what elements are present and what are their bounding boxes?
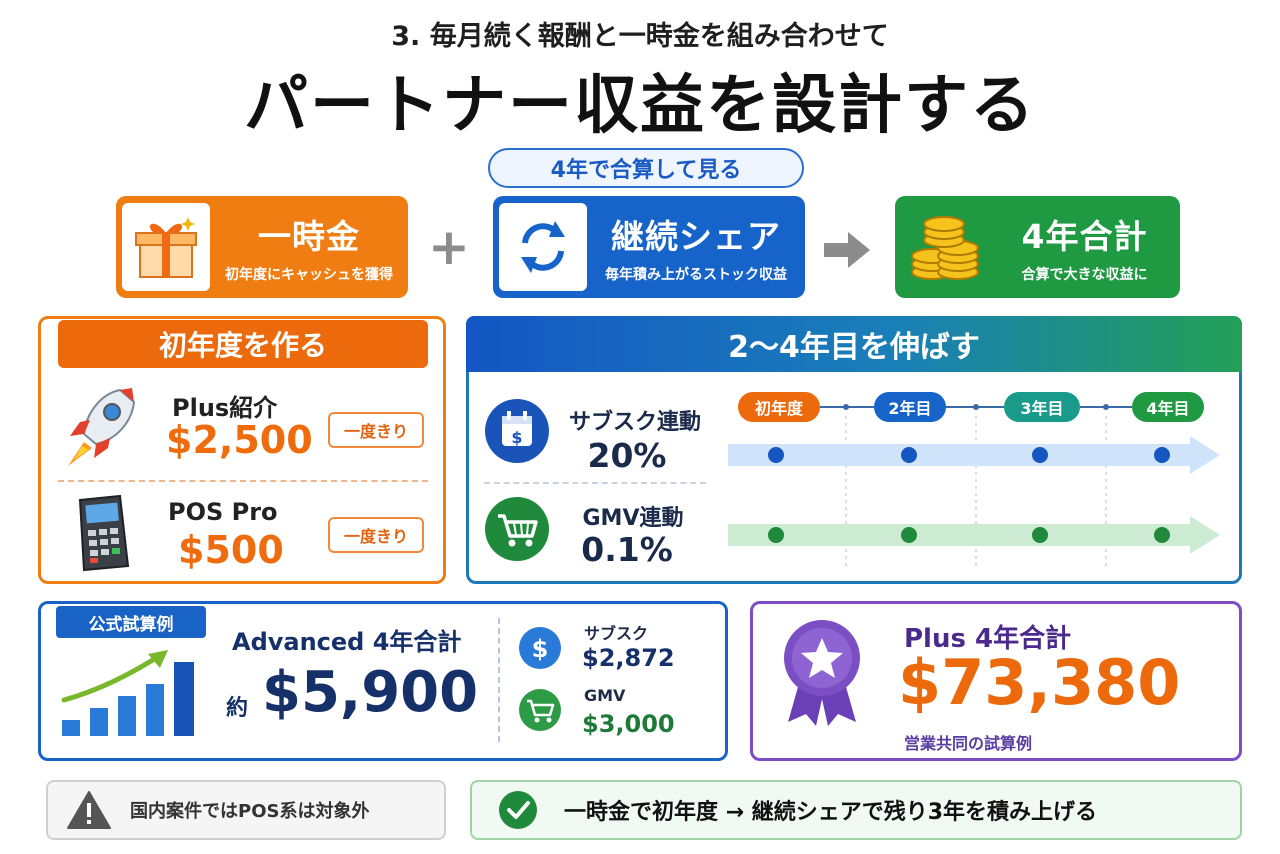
year-badge-1: 初年度: [738, 392, 820, 422]
check-icon: [498, 790, 538, 830]
divider: [498, 618, 500, 742]
one-time-badge: 一度きり: [328, 517, 424, 553]
growth-chart-icon: [60, 646, 200, 746]
cart-icon: [518, 688, 562, 736]
svg-text:$: $: [511, 428, 522, 447]
gmv-linked-label: GMV連動: [582, 506, 684, 531]
growth-timeline: [720, 386, 1230, 580]
gmv-breakdown-value: $3,000: [582, 710, 675, 738]
year-badge-4: 4年目: [1132, 392, 1204, 422]
gmv-breakdown-label: GMV: [584, 686, 626, 705]
pos-terminal-icon: [62, 492, 142, 576]
svg-text:$: $: [532, 635, 549, 663]
calendar-dollar-icon: $: [484, 398, 550, 468]
one-time-box: 一時金 初年度にキャッシュを獲得: [116, 196, 408, 298]
year-badge-3: 3年目: [1004, 392, 1080, 422]
pos-pro-name: POS Pro: [168, 498, 278, 526]
warning-text: 国内案件ではPOS系は対象外: [130, 801, 370, 822]
one-time-title: 一時金: [258, 217, 360, 256]
plus-referral-name: Plus紹介: [172, 394, 278, 422]
refresh-icon: [499, 203, 587, 291]
dollar-icon: $: [518, 626, 562, 674]
subscription-linked-label: サブスク連動: [568, 410, 701, 435]
advanced-total-title: Advanced 4年合計: [232, 628, 462, 656]
coins-icon: [901, 203, 989, 291]
plus-total-note: 営業共同の試算例: [904, 734, 1033, 753]
total-box: 4年合計 合算で大きな収益に: [895, 196, 1180, 298]
subscription-linked-rate: 20%: [587, 436, 667, 475]
advanced-total-value: $5,900: [262, 660, 479, 725]
rocket-icon: [62, 384, 138, 474]
gift-icon: [122, 203, 210, 291]
one-time-sub: 初年度にキャッシュを獲得: [225, 267, 393, 283]
recurring-title: 継続シェア: [611, 217, 781, 256]
recurring-box: 継続シェア 毎年積み上がるストック収益: [493, 196, 805, 298]
subscription-breakdown-label: サブスク: [584, 624, 649, 643]
plus-operator: +: [428, 218, 470, 276]
subscription-breakdown-value: $2,872: [582, 644, 675, 672]
approx-label: 約: [226, 696, 249, 721]
summary-text: 一時金で初年度 → 継続シェアで残り3年を積み上げる: [564, 800, 1098, 825]
cart-icon: [484, 496, 550, 566]
one-time-badge: 一度きり: [328, 412, 424, 448]
award-star-icon: [780, 618, 864, 732]
year-badge-2: 2年目: [874, 392, 946, 422]
gmv-linked-rate: 0.1%: [581, 530, 673, 569]
subtitle: 3. 毎月続く報酬と一時金を組み合わせて: [391, 21, 889, 52]
first-year-heading: 初年度を作る: [58, 320, 428, 368]
plus-total-value: $73,380: [898, 646, 1181, 719]
divider: [58, 480, 428, 482]
warning-icon: [66, 790, 112, 830]
official-example-tag: 公式試算例: [56, 606, 206, 638]
arrow-right-icon: [822, 230, 872, 274]
divider: [484, 482, 706, 484]
recurring-sub: 毎年積み上がるストック収益: [605, 267, 787, 283]
plus-total-title: Plus 4年合計: [904, 624, 1072, 654]
growth-heading: 2～4年目を伸ばす: [466, 316, 1242, 372]
warning-note: 国内案件ではPOS系は対象外: [46, 780, 446, 840]
total-sub: 合算で大きな収益に: [1021, 267, 1148, 283]
pos-pro-value: $500: [178, 528, 284, 572]
total-title: 4年合計: [1021, 217, 1148, 256]
plus-referral-value: $2,500: [166, 418, 313, 462]
combined-view-pill: 4年で合算して見る: [488, 148, 804, 188]
summary-note: 一時金で初年度 → 継続シェアで残り3年を積み上げる: [470, 780, 1242, 840]
page-title: パートナー収益を設計する: [244, 69, 1036, 143]
